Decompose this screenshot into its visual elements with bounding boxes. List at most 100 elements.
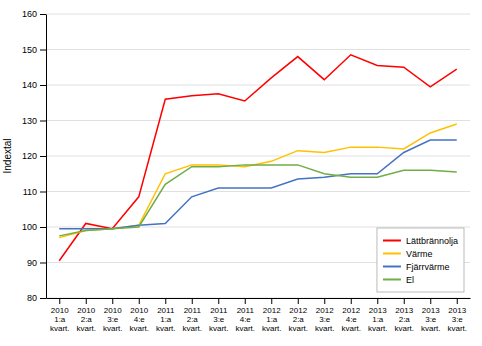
legend-label: Värme — [406, 249, 433, 259]
grid-line — [46, 156, 470, 157]
x-tick-label-line: kvart. — [315, 324, 335, 333]
y-tick-mark — [40, 85, 46, 86]
x-tick-label-line: kvart. — [288, 324, 308, 333]
x-tick: 20111:akvart. — [156, 298, 176, 333]
x-tick-mark — [112, 298, 113, 304]
x-tick: 20104:ekvart. — [129, 298, 149, 333]
y-tick-label: 110 — [23, 187, 37, 197]
x-tick-mark — [377, 298, 378, 304]
y-tick-mark — [40, 263, 46, 264]
y-tick: 90 — [27, 258, 46, 268]
y-tick: 150 — [22, 45, 46, 55]
x-tick-mark — [59, 298, 60, 304]
x-tick-label-line: 2010 — [104, 306, 122, 315]
x-tick-label: 20123:ekvart. — [315, 306, 335, 333]
x-tick-label-line: kvart. — [447, 324, 467, 333]
x-tick-label-line: kvart. — [156, 324, 176, 333]
x-tick-label-line: kvart. — [209, 324, 229, 333]
y-tick: 100 — [22, 222, 46, 232]
y-tick-label: 140 — [22, 80, 37, 90]
grid-line — [46, 191, 470, 192]
x-tick-mark — [139, 298, 140, 304]
x-tick-label: 20124:ekvart. — [341, 306, 361, 333]
x-tick-label: 20111:akvart. — [156, 306, 176, 333]
x-tick: 20121:akvart. — [262, 298, 282, 333]
x-tick-mark — [457, 298, 458, 304]
x-tick: 20122:akvart. — [288, 298, 308, 333]
legend-label: El — [406, 275, 414, 285]
x-tick-label-line: 2012 — [289, 306, 307, 315]
y-axis: 8090100110120130140150160 — [22, 9, 47, 303]
x-tick-mark — [192, 298, 193, 304]
x-tick: 20123:ekvart. — [315, 298, 335, 333]
y-tick-mark — [40, 227, 46, 228]
x-tick-mark — [165, 298, 166, 304]
x-tick-mark — [430, 298, 431, 304]
x-tick-label: 20131:akvart. — [368, 306, 388, 333]
x-tick: 20112:akvart. — [182, 298, 202, 333]
x-tick-label-line: 2013 — [422, 306, 440, 315]
y-tick: 110 — [23, 187, 46, 197]
x-tick-label-line: 2:a — [399, 315, 411, 324]
legend-box — [377, 228, 464, 292]
x-tick-label-line: 2:a — [293, 315, 305, 324]
x-tick-label-line: 2010 — [130, 306, 148, 315]
legend-item: Värme — [383, 249, 433, 259]
y-tick-label: 80 — [27, 293, 37, 303]
legend: LättbrännoljaVärmeFjärrvärmeEl — [377, 228, 464, 292]
y-tick-label: 90 — [27, 258, 37, 268]
y-tick-label: 150 — [22, 45, 37, 55]
y-tick: 130 — [22, 116, 46, 126]
x-tick: 20103:ekvart. — [103, 298, 123, 333]
series-line — [59, 140, 457, 229]
x-tick-label: 20122:akvart. — [288, 306, 308, 333]
x-tick: 20113:ekvart. — [209, 298, 229, 333]
x-tick: 20102:akvart. — [76, 298, 96, 333]
y-tick-label: 100 — [22, 222, 37, 232]
x-tick-label: 20114:ekvart. — [235, 306, 255, 333]
y-tick-mark — [40, 14, 46, 15]
legend-item: El — [383, 275, 414, 285]
grid-line — [46, 14, 470, 15]
x-tick-label: 20133:ekvart. — [421, 306, 441, 333]
legend-item: Fjärrvärme — [383, 262, 450, 272]
x-tick-label-line: 2012 — [316, 306, 334, 315]
x-tick: 20133:ekvart. — [447, 298, 467, 333]
x-tick-label-line: kvart. — [421, 324, 441, 333]
legend-key — [383, 240, 401, 242]
x-tick-label-line: kvart. — [235, 324, 255, 333]
plot: 20101:akvart.20102:akvart.20103:ekvart.2… — [2, 9, 471, 333]
legend-key — [383, 266, 401, 268]
legend-key — [383, 279, 401, 281]
y-axis-title: Indextal — [2, 138, 13, 173]
x-tick-label-line: 4:e — [240, 315, 252, 324]
x-tick-mark — [404, 298, 405, 304]
y-tick-mark — [40, 121, 46, 122]
x-tick: 20133:ekvart. — [421, 298, 441, 333]
y-tick-mark — [40, 156, 46, 157]
x-tick-label-line: kvart. — [368, 324, 388, 333]
x-tick-label-line: 2013 — [448, 306, 466, 315]
x-tick-label-line: 3:e — [425, 315, 437, 324]
x-tick-label: 20113:ekvart. — [209, 306, 229, 333]
x-tick: 20132:akvart. — [394, 298, 414, 333]
x-tick-label-line: 2013 — [369, 306, 387, 315]
grid-line — [46, 120, 470, 121]
x-tick-label-line: 2013 — [395, 306, 413, 315]
series-line — [59, 124, 457, 238]
x-tick-mark — [245, 298, 246, 304]
x-tick-label-line: 1:a — [266, 315, 278, 324]
x-tick-label-line: 4:e — [346, 315, 358, 324]
grid-line — [46, 227, 470, 228]
x-tick-label-line: 1:a — [160, 315, 172, 324]
y-tick: 80 — [27, 293, 46, 303]
x-tick-label-line: kvart. — [182, 324, 202, 333]
x-axis-line — [47, 298, 471, 299]
x-tick-label-line: kvart. — [262, 324, 282, 333]
y-tick: 120 — [22, 151, 46, 161]
x-tick-label-line: 3:e — [107, 315, 119, 324]
x-tick-label-line: 4:e — [134, 315, 146, 324]
x-tick-label-line: 2:a — [187, 315, 199, 324]
y-tick-label: 130 — [22, 116, 37, 126]
y-axis-line — [46, 15, 47, 299]
